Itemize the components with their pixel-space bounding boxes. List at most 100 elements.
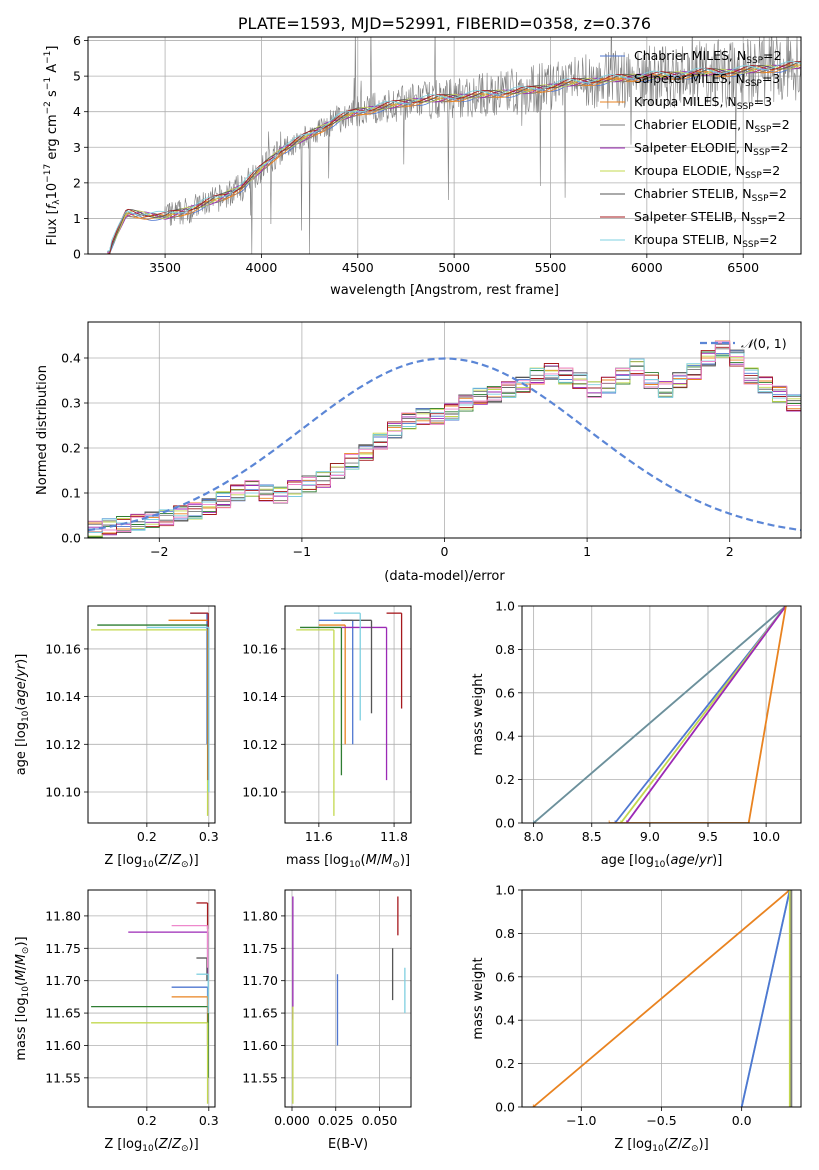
weight-marker: + (617, 819, 625, 829)
x-tick-label: 4500 (342, 260, 374, 275)
y-tick-label: 0.8 (495, 642, 515, 657)
legend-entry: Kroupa STELIB, NSSP=2 (634, 232, 778, 250)
y-tick-label: 10.10 (242, 785, 278, 800)
legend-entry: Chabrier STELIB, NSSP=2 (634, 186, 787, 204)
plot-area-age-vs-Z (91, 612, 210, 816)
y-tick-label: 11.60 (45, 1038, 81, 1053)
y-tick-label: 10.14 (45, 689, 81, 704)
y-axis-label: mass [log10(M/M⊙)] (14, 936, 31, 1060)
gaussian-curve (88, 357, 801, 532)
y-tick-label: 10.12 (242, 737, 278, 752)
axes-frame (521, 889, 802, 1108)
histogram-step-1 (88, 340, 801, 534)
y-tick-label: 0 (73, 247, 81, 262)
x-axis-label: age [log10(age/yr)] (601, 853, 723, 870)
x-tick-label: −2 (150, 544, 168, 559)
y-tick-label: 1 (73, 211, 81, 226)
y-tick-label: 0.2 (495, 1056, 515, 1071)
x-tick-label: 10.0 (752, 829, 780, 844)
x-tick-label: 0.2 (137, 829, 157, 844)
x-tick-label: 11.8 (380, 829, 408, 844)
x-axis-label: Z [log10(Z/Z⊙)] (104, 1137, 198, 1154)
grid-age-vs-mass (285, 606, 411, 823)
model-line-4 (107, 64, 801, 254)
y-tick-label: 11.70 (242, 973, 278, 988)
y-tick-label: 0.0 (61, 531, 81, 546)
x-tick-label: 9.0 (640, 829, 660, 844)
legend-entry: Salpeter MILES, NSSP=3 (634, 71, 780, 89)
weight-marker: + (611, 819, 619, 829)
x-tick-label: 11.6 (305, 829, 333, 844)
x-tick-label: 0.000 (274, 1113, 310, 1128)
y-tick-label: 3 (73, 140, 81, 155)
y-tick-label: 11.80 (45, 908, 81, 923)
model-line-8 (107, 61, 801, 252)
data-spectrum-line (107, 37, 801, 254)
y-tick-label: 1.0 (495, 599, 515, 614)
plot-area-spectrum (107, 37, 801, 254)
y-axis-label: mass weight (471, 673, 486, 755)
x-tick-label: −0.5 (646, 1113, 676, 1128)
y-tick-label: 11.80 (242, 908, 278, 923)
x-tick-label: 6500 (727, 260, 759, 275)
x-tick-label: −1 (293, 544, 311, 559)
y-tick-label: 6 (73, 33, 81, 48)
y-tick-label: 11.60 (242, 1038, 278, 1053)
x-axis-label: Z [log10(Z/Z⊙)] (104, 853, 198, 870)
y-tick-label: 10.16 (45, 641, 81, 656)
x-axis-label: mass [log10(M/M⊙)] (286, 853, 410, 870)
legend-entry: Chabrier ELODIE, NSSP=2 (634, 117, 790, 135)
y-tick-label: 0.4 (61, 351, 81, 366)
weight-marker: + (530, 819, 538, 829)
axes-mass-vs-EBV: 0.000 0.025 0.050 11.55 11.60 11.65 11.70 11.75… (242, 889, 412, 1152)
weight-line (740, 890, 791, 1107)
x-tick-label: 0.2 (137, 1113, 157, 1128)
y-axis-label: age [log10(age/yr)] (14, 654, 31, 776)
y-tick-label: 10.10 (45, 785, 81, 800)
weight-marker: + (788, 1103, 796, 1113)
legend-entry: Salpeter STELIB, NSSP=2 (634, 209, 786, 227)
weight-line (533, 606, 787, 823)
x-axis-label: (data-model)/error (384, 569, 505, 584)
y-tick-label: 0.3 (61, 396, 81, 411)
grid-mass-vs-EBV (285, 890, 411, 1107)
plot-area-residuals (88, 340, 801, 538)
grid-age-vs-Z (88, 606, 215, 823)
grid-mass-vs-Z (88, 890, 215, 1107)
weight-marker: + (786, 1103, 794, 1113)
y-tick-label: 0.4 (495, 729, 515, 744)
x-tick-label: 0.3 (199, 1113, 219, 1128)
y-tick-label: 11.70 (45, 973, 81, 988)
axes-frame (87, 889, 216, 1108)
weight-marker: + (738, 1103, 746, 1113)
weight-marker: + (529, 1103, 537, 1113)
axes-mass-vs-Z: 0.2 0.3 11.55 11.60 11.65 11.70 11.75 11.80 Z [l… (14, 889, 219, 1154)
y-tick-label: 10.14 (242, 689, 278, 704)
y-tick-label: 10.16 (242, 641, 278, 656)
grid-residuals (88, 322, 801, 539)
weight-line (747, 606, 787, 823)
plot-area-mass-weight-vs-age: ++ ++++ + (530, 606, 787, 829)
x-tick-label: 8.5 (582, 829, 602, 844)
y-tick-label: 0.2 (61, 441, 81, 456)
plot-area-mass-vs-EBV (292, 896, 406, 1104)
legend-entry: Chabrier MILES, NSSP=2 (634, 48, 782, 66)
weight-marker: + (623, 819, 631, 829)
chart-title: PLATE=1593, MJD=52991, FIBERID=0358, z=0… (238, 14, 651, 33)
y-tick-label: 0.0 (495, 816, 515, 831)
y-tick-label: 10.12 (45, 737, 81, 752)
x-tick-label: 6000 (631, 260, 663, 275)
weight-marker: + (745, 819, 753, 829)
y-tick-label: 11.65 (45, 1006, 81, 1021)
y-tick-label: 5 (73, 69, 81, 84)
histogram-step-9 (88, 340, 801, 532)
legend-entry: Kroupa MILES, NSSP=3 (634, 94, 772, 112)
x-tick-label: 4000 (246, 260, 278, 275)
y-tick-label: 11.55 (242, 1070, 278, 1085)
y-axis-label: Flux [fλ10−17 erg cm−2 s−1 A−1] (43, 46, 62, 246)
y-axis-label: mass weight (471, 957, 486, 1039)
axes-frame (87, 36, 802, 255)
axes-frame (284, 889, 412, 1108)
x-tick-label: 5000 (438, 260, 470, 275)
